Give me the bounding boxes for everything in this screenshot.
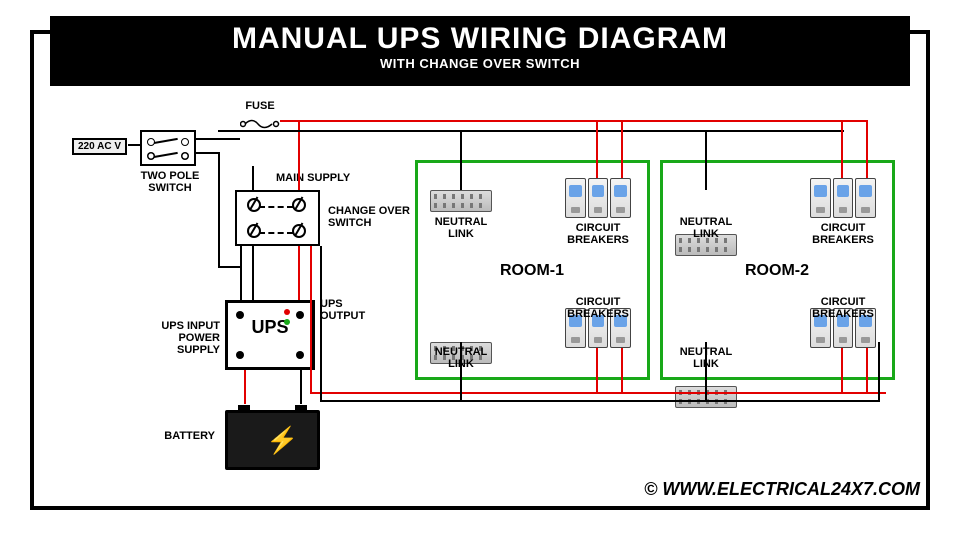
- wire: [460, 130, 462, 190]
- breakers-label: CIRCUIT BREAKERS: [805, 296, 881, 320]
- wire: [128, 144, 140, 146]
- wire-live: [841, 120, 843, 178]
- wire: [705, 342, 707, 400]
- wire: [460, 342, 462, 400]
- wire: [705, 130, 707, 190]
- neutral-link: [430, 190, 492, 212]
- circuit-breakers: [565, 178, 631, 218]
- battery-label: BATTERY: [155, 430, 215, 442]
- fuse-symbol: [240, 116, 280, 126]
- room-1-title: ROOM-1: [482, 262, 582, 280]
- wire-live-bus-top: [298, 120, 866, 122]
- wire-live: [310, 246, 312, 268]
- battery: ⚡: [225, 410, 320, 470]
- ups-label: UPS: [251, 317, 288, 337]
- wire: [240, 246, 242, 300]
- bolt-icon: ⚡: [266, 425, 298, 456]
- ups-input-label: UPS INPUT POWER SUPPLY: [135, 320, 220, 356]
- change-over-switch: [235, 190, 320, 246]
- wire: [218, 166, 220, 266]
- ac-voltage-tag: 220 AC V: [72, 138, 127, 155]
- wire-live: [298, 246, 300, 300]
- room-2-title: ROOM-2: [727, 262, 827, 280]
- change-over-label: CHANGE OVER SWITCH: [328, 205, 418, 229]
- wire-live: [596, 348, 598, 392]
- diagram-stage: 220 AC V TWO POLE SWITCH FUSE MAIN SUPPL…: [0, 0, 960, 540]
- main-supply-label: MAIN SUPPLY: [276, 172, 356, 184]
- wire-live-bus-bottom: [310, 392, 886, 394]
- two-pole-switch-label: TWO POLE SWITCH: [120, 170, 220, 194]
- wire: [300, 370, 302, 404]
- breakers-label: CIRCUIT BREAKERS: [560, 296, 636, 320]
- ups-unit: UPS: [225, 300, 315, 370]
- wire: [218, 152, 220, 166]
- wire: [252, 246, 254, 300]
- neutral-link-label: NEUTRAL LINK: [670, 216, 742, 240]
- wire-live: [310, 268, 312, 392]
- wire: [878, 342, 880, 400]
- breakers-label: CIRCUIT BREAKERS: [560, 222, 636, 246]
- wire-live: [596, 120, 598, 178]
- circuit-breakers: [810, 178, 876, 218]
- wire: [252, 166, 254, 190]
- wire: [196, 138, 240, 140]
- wire-live: [280, 120, 300, 122]
- wire-neutral-bus-bottom: [320, 400, 880, 402]
- wire-live: [621, 348, 623, 392]
- wire-neutral-bus-top: [218, 130, 844, 132]
- wire-live: [866, 348, 868, 392]
- wire: [218, 266, 240, 268]
- neutral-link-label: NEUTRAL LINK: [425, 216, 497, 240]
- wire-live: [244, 370, 246, 404]
- wire-live: [621, 120, 623, 178]
- breakers-label: CIRCUIT BREAKERS: [805, 222, 881, 246]
- two-pole-switch: [140, 130, 196, 166]
- wire-live: [866, 120, 868, 178]
- fuse-label: FUSE: [240, 100, 280, 112]
- wire: [196, 152, 220, 154]
- wire-live: [841, 348, 843, 392]
- wire: [320, 246, 322, 400]
- ups-output-label: UPS OUTPUT: [320, 298, 380, 322]
- watermark: © WWW.ELECTRICAL24X7.COM: [644, 479, 920, 500]
